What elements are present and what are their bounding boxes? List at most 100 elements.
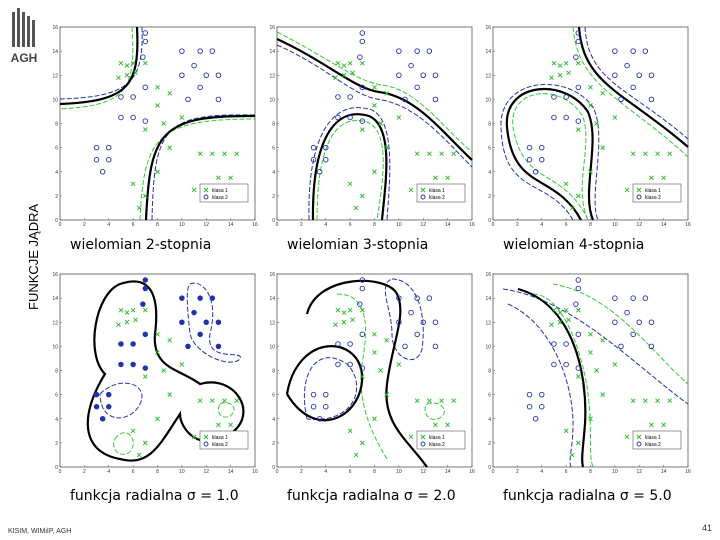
class1-point bbox=[372, 331, 377, 337]
class2-point bbox=[648, 343, 655, 350]
class2-point bbox=[215, 343, 222, 350]
x-tick-label: 6 bbox=[349, 222, 352, 228]
class1-point bbox=[142, 307, 148, 313]
class2-point bbox=[575, 30, 582, 36]
class2-point bbox=[563, 361, 569, 368]
panel-caption: funkcja radialna σ = 5.0 bbox=[503, 488, 672, 504]
class2-point bbox=[197, 48, 203, 54]
legend-label: klasa 1 bbox=[429, 188, 445, 194]
class2-point bbox=[396, 295, 402, 301]
class2-point bbox=[93, 403, 100, 410]
class2-point bbox=[630, 331, 636, 338]
y-tick-label: 10 bbox=[269, 97, 275, 103]
class2-point bbox=[573, 54, 579, 60]
y-tick-label: 10 bbox=[485, 97, 491, 103]
x-tick-label: 14 bbox=[228, 469, 234, 475]
class1-point bbox=[222, 398, 227, 403]
class2-point bbox=[563, 114, 569, 121]
class2-point bbox=[575, 331, 582, 338]
y-tick-label: 8 bbox=[272, 369, 275, 375]
class1-point bbox=[216, 175, 221, 181]
legend-marker bbox=[636, 441, 642, 447]
y-tick-label: 2 bbox=[272, 194, 275, 200]
class2-point bbox=[142, 285, 149, 292]
class2-point bbox=[539, 391, 545, 398]
class1-point bbox=[341, 319, 347, 325]
class2-point bbox=[551, 114, 557, 121]
class1-point bbox=[372, 350, 377, 355]
class1-point bbox=[588, 169, 593, 175]
x-tick-label: 10 bbox=[612, 469, 618, 475]
x-tick-label: 8 bbox=[589, 469, 592, 475]
x-tick-label: 8 bbox=[156, 469, 159, 475]
x-tick-label: 0 bbox=[492, 222, 495, 228]
class1-point bbox=[142, 193, 148, 199]
class2-point bbox=[310, 144, 317, 151]
legend-marker bbox=[203, 194, 209, 200]
class1-point bbox=[341, 310, 347, 315]
panel-caption: wielomian 3-stopnia bbox=[287, 237, 428, 253]
y-tick-label: 6 bbox=[272, 393, 275, 399]
class1-point bbox=[142, 127, 148, 132]
class1-point bbox=[167, 145, 173, 150]
class1-point bbox=[563, 181, 569, 187]
class1-point bbox=[133, 70, 138, 76]
class2-point bbox=[420, 319, 426, 326]
y-tick-label: 12 bbox=[485, 73, 491, 79]
class1-point bbox=[347, 428, 353, 434]
class1-point bbox=[655, 398, 660, 403]
x-tick-label: 0 bbox=[276, 469, 279, 475]
class2-point bbox=[335, 94, 341, 100]
class1-point bbox=[350, 317, 355, 323]
class2-point bbox=[359, 84, 366, 91]
class1-point bbox=[649, 175, 654, 181]
class1-point bbox=[445, 422, 450, 428]
class2-point bbox=[357, 54, 363, 60]
class2-point bbox=[335, 361, 341, 368]
class2-point bbox=[575, 84, 582, 91]
x-tick-label: 12 bbox=[203, 222, 209, 228]
class2-point bbox=[185, 96, 191, 103]
class2-point bbox=[432, 96, 439, 103]
class1-point bbox=[234, 151, 240, 156]
class2-point bbox=[539, 156, 545, 163]
class2-point bbox=[551, 361, 557, 368]
class1-point bbox=[161, 368, 166, 373]
y-tick-label: 10 bbox=[269, 344, 275, 350]
class1-point bbox=[566, 317, 571, 323]
x-tick-label: 12 bbox=[420, 222, 426, 228]
legend-label: klasa 2 bbox=[429, 442, 445, 448]
class1-point bbox=[155, 416, 160, 422]
class1-point bbox=[167, 392, 173, 397]
y-tick-label: 8 bbox=[55, 122, 58, 128]
class1-point bbox=[624, 187, 630, 193]
class2-point bbox=[93, 156, 100, 163]
class2-point bbox=[426, 295, 433, 301]
class2-point bbox=[539, 144, 545, 151]
x-tick-label: 12 bbox=[420, 469, 426, 475]
x-tick-label: 12 bbox=[636, 222, 642, 228]
x-tick-label: 6 bbox=[132, 222, 135, 228]
x-tick-label: 10 bbox=[179, 469, 185, 475]
class1-point bbox=[549, 75, 554, 80]
y-tick-label: 10 bbox=[52, 344, 58, 350]
class2-point bbox=[179, 319, 185, 326]
class1-point bbox=[347, 60, 353, 66]
legend-marker bbox=[636, 434, 642, 440]
class1-point bbox=[667, 398, 673, 403]
class2-point bbox=[347, 341, 353, 347]
class1-point bbox=[116, 322, 121, 327]
footer: KISIM, WIMiIP, AGH bbox=[8, 528, 71, 535]
y-tick-label: 12 bbox=[269, 320, 275, 326]
class2-point bbox=[93, 391, 100, 398]
class2-point bbox=[99, 415, 106, 422]
class2-point bbox=[359, 285, 366, 292]
class2-point bbox=[636, 72, 642, 79]
class2-point bbox=[408, 309, 414, 316]
class1-point bbox=[197, 398, 203, 403]
x-tick-label: 4 bbox=[540, 469, 543, 475]
class2-point bbox=[203, 72, 209, 79]
class2-point bbox=[359, 38, 366, 45]
